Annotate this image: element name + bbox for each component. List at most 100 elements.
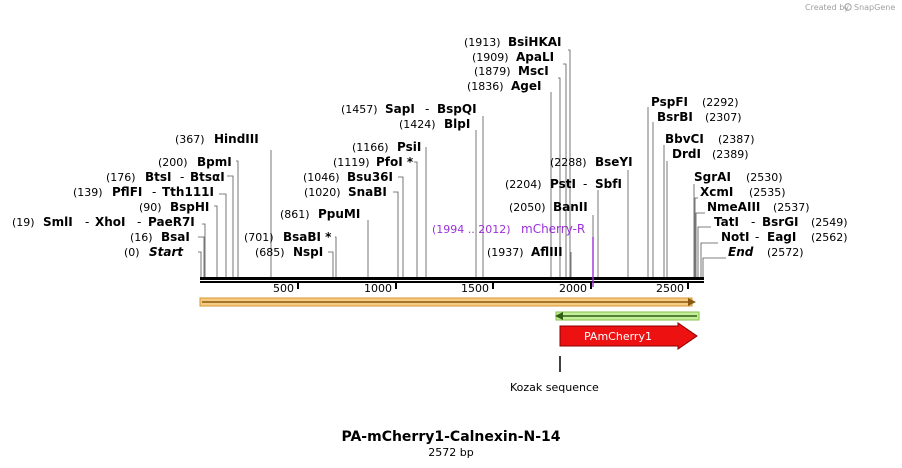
- site-nspi[interactable]: (685) NspI: [255, 245, 323, 259]
- site-agei-pos: (1836): [467, 80, 504, 93]
- site-drdi[interactable]: DrdI (2389): [672, 147, 749, 161]
- site-smli-name2: XhoI: [95, 215, 126, 229]
- site-start-name: Start: [149, 245, 184, 259]
- site-pfoi-name: PfoI *: [376, 155, 414, 169]
- site-smli-pos: (19): [12, 216, 35, 229]
- site-bsabi-pos: (701): [244, 231, 274, 244]
- site-psii[interactable]: (1166) PsiI: [352, 140, 421, 154]
- site-banii[interactable]: (2050) BanII: [509, 200, 588, 214]
- site-line-pfoi: [414, 161, 418, 277]
- site-snabi[interactable]: (1020) SnaBI: [304, 185, 387, 199]
- site-pfoi[interactable]: (1119) PfoI *: [333, 155, 414, 169]
- site-smli-name: SmlI: [43, 215, 73, 229]
- ruler-tick-500: [297, 283, 299, 289]
- site-agei[interactable]: (1836) AgeI: [467, 79, 541, 93]
- site-smli-name3: PaeR7I: [148, 215, 195, 229]
- site-bsihkai[interactable]: (1913) BsiHKAI: [464, 35, 562, 49]
- site-sapi-pos: (1457): [341, 103, 378, 116]
- site-start-pos: (0): [124, 246, 140, 259]
- site-agei-name: AgeI: [511, 79, 541, 93]
- site-sapi-name2: BspQI: [437, 102, 477, 116]
- site-blpi[interactable]: (1424) BlpI: [399, 117, 470, 131]
- site-pflfi-pos: (139): [73, 186, 103, 199]
- site-line-nspi: [328, 251, 334, 277]
- site-bsphi[interactable]: (90) BspHI: [139, 200, 209, 214]
- site-bbvci-name: BbvCI: [665, 132, 704, 146]
- site-end[interactable]: End (2572): [728, 245, 804, 259]
- site-line-tati: [697, 226, 711, 277]
- site-noti-name2: EagI: [767, 230, 796, 244]
- site-bsu36i[interactable]: (1046) Bsu36I: [303, 170, 393, 184]
- site-drdi-pos: (2389): [712, 148, 749, 161]
- site-tati-name2: BsrGI: [762, 215, 799, 229]
- site-bsphi-pos: (90): [139, 201, 162, 214]
- site-msci[interactable]: (1879) MscI: [474, 64, 549, 78]
- site-afliii-name: AflIII: [531, 245, 563, 259]
- site-nmeaiii[interactable]: NmeAIII (2537): [707, 200, 810, 214]
- site-pflfi-name: PflFI: [112, 185, 142, 199]
- site-tati-name: TatI: [714, 215, 739, 229]
- site-snabi-name: SnaBI: [348, 185, 387, 199]
- site-tati[interactable]: TatI - BsrGI (2549): [714, 215, 848, 229]
- site-pspfi[interactable]: PspFI (2292): [651, 95, 739, 109]
- site-afliii[interactable]: (1937) AflIII: [487, 245, 563, 259]
- ruler-label-500: 500: [273, 282, 294, 295]
- site-sgrai-pos: (2530): [746, 171, 783, 184]
- site-psti-name: PstI: [550, 177, 576, 191]
- site-bsabi[interactable]: (701) BsaBI *: [244, 230, 332, 244]
- site-bseyi[interactable]: (2288) BseYI: [550, 155, 633, 169]
- orf-forward-arrowhead-icon: [688, 298, 696, 306]
- pamcherry-feature[interactable]: PAmCherry1: [559, 322, 698, 350]
- ruler-label-2500: 2500: [656, 282, 684, 295]
- site-ppumi[interactable]: (861) PpuMI: [280, 207, 360, 221]
- credit-text: Created by: [805, 3, 849, 12]
- site-banii-name: BanII: [553, 200, 588, 214]
- site-btsi-name2: BtsαI: [190, 170, 225, 184]
- site-pflfi[interactable]: (139) PflFI - Tth111I: [73, 185, 214, 199]
- site-line-btsi: [227, 175, 234, 277]
- site-sapi-name: SapI: [385, 102, 415, 116]
- site-hindiii-pos: (367): [175, 133, 205, 146]
- site-noti[interactable]: NotI - EagI (2562): [721, 230, 848, 244]
- site-bbvci[interactable]: BbvCI (2387): [665, 132, 755, 146]
- ruler: 500 1000 1500 2000 2500: [273, 282, 689, 295]
- backbone-top-strand: [200, 277, 704, 280]
- site-smli[interactable]: (19) SmlI - XhoI - PaeR7I: [12, 215, 195, 229]
- site-blpi-name: BlpI: [444, 117, 470, 131]
- site-drdi-name: DrdI: [672, 147, 701, 161]
- site-sapi[interactable]: (1457) SapI - BspQI: [341, 102, 477, 116]
- orf-forward: [199, 297, 696, 307]
- site-start[interactable]: (0) Start: [124, 245, 184, 259]
- site-end-name: End: [728, 245, 754, 259]
- site-line-bpmi: [236, 160, 239, 277]
- site-bsihkai-pos: (1913): [464, 36, 501, 49]
- site-bseyi-name: BseYI: [595, 155, 633, 169]
- site-xcmi-pos: (2535): [749, 186, 786, 199]
- site-btsi[interactable]: (176) BtsI - BtsαI: [106, 170, 225, 184]
- site-bsphi-name: BspHI: [170, 200, 209, 214]
- site-tati-sep1: -: [751, 215, 755, 229]
- map-title: PA-mCherry1-Calnexin-N-14: [341, 429, 560, 445]
- site-noti-name: NotI: [721, 230, 750, 244]
- site-btsi-sep1: -: [180, 170, 184, 184]
- ruler-label-1000: 1000: [364, 282, 392, 295]
- site-hindiii-name: HindIII: [214, 132, 259, 146]
- site-hindiii[interactable]: (367) HindIII: [175, 132, 259, 146]
- site-line-bsai: [198, 236, 205, 277]
- site-bpmi[interactable]: (200) BpmI: [158, 155, 232, 169]
- site-pfoi-pos: (1119): [333, 156, 370, 169]
- site-bsai[interactable]: (16) BsaI: [130, 230, 190, 244]
- site-psti[interactable]: (2204) PstI - SbfI: [505, 177, 622, 191]
- pamcherry-arrow-icon: [559, 322, 698, 350]
- site-line-bsabi: [335, 236, 337, 277]
- site-apali-pos: (1909): [472, 51, 509, 64]
- kozak-label: Kozak sequence: [510, 381, 599, 394]
- site-tati-pos: (2549): [811, 216, 848, 229]
- site-xcmi[interactable]: XcmI (2535): [700, 185, 786, 199]
- site-apali[interactable]: (1909) ApaLI: [472, 50, 554, 64]
- site-sgrai[interactable]: SgrAI (2530): [694, 170, 783, 184]
- ruler-tick-1000: [395, 283, 397, 289]
- site-bsrbi[interactable]: BsrBI (2307): [657, 110, 742, 124]
- site-sgrai-name: SgrAI: [694, 170, 731, 184]
- map-length: 2572 bp: [428, 446, 473, 459]
